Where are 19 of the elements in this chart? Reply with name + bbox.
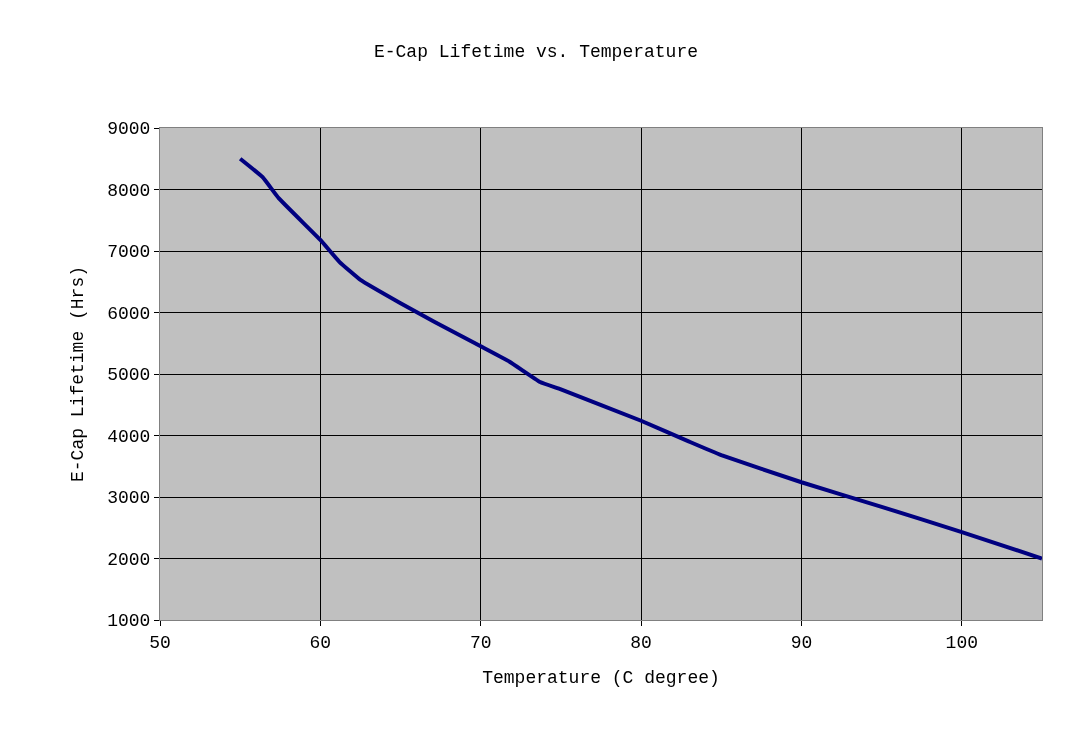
x-tick-label: 50	[149, 632, 171, 653]
x-tick-label: 60	[309, 632, 332, 653]
y-tick-label: 6000	[107, 303, 151, 324]
x-tick-label: 100	[945, 632, 979, 653]
x-tick-label: 70	[469, 632, 492, 653]
x-tick-label: 80	[630, 632, 652, 653]
y-tick-label: 9000	[107, 119, 151, 140]
chart-title: E-Cap Lifetime vs. Temperature	[373, 42, 699, 62]
x-tick-label: 90	[790, 632, 813, 653]
y-tick-label: 4000	[107, 426, 151, 447]
y-tick-label: 3000	[107, 488, 151, 509]
y-tick-label: 1000	[107, 611, 151, 632]
y-axis-title: E-Cap Lifetime (Hrs)	[68, 265, 89, 483]
x-axis-title: Temperature (C degree)	[482, 667, 720, 688]
y-tick-label: 8000	[107, 180, 151, 201]
y-tick-label: 7000	[107, 242, 151, 263]
y-tick-label: 5000	[107, 365, 151, 386]
y-tick-label: 2000	[107, 549, 151, 570]
line-series	[238, 156, 1042, 561]
